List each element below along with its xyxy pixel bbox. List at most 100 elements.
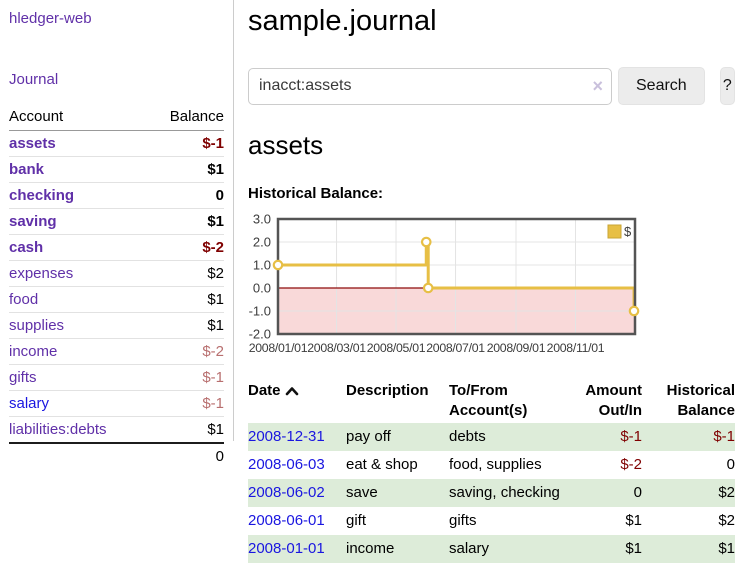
transaction-amount: 0 [570,479,642,507]
account-balance: $-1 [147,130,224,157]
help-button[interactable]: ? [719,67,735,105]
transaction-description: pay off [346,423,449,451]
sidebar-account-row: income $-2 [9,338,224,365]
account-link-assets[interactable]: assets [9,135,56,152]
nav-journal: Journal [9,71,224,88]
register-header-description: Description [346,382,429,399]
main-content: sample.journal × Search ? assets Histori… [248,0,735,563]
transaction-balance: $2 [718,512,735,529]
account-balance: $1 [147,416,224,444]
transaction-accounts: saving, checking [449,479,570,507]
account-link-salary[interactable]: salary [9,395,50,412]
transaction-description: income [346,535,449,563]
transaction-accounts: food, supplies [449,456,542,473]
account-balance: $2 [147,260,224,287]
transaction-date-link[interactable]: 2008-06-02 [248,484,325,501]
sidebar-account-row: assets $-1 [9,130,224,157]
search-button[interactable]: Search [618,67,705,105]
accounts-header-account: Account [9,105,148,131]
account-link-liabilities-debts[interactable]: liabilities:debts [9,421,107,438]
clear-search-icon[interactable]: × [592,75,603,96]
transaction-balance: 0 [726,456,735,473]
account-balance: $-2 [147,234,224,261]
sidebar: hledger-web Journal Account Balance asse… [0,0,234,469]
sidebar-total-row: 0 [9,442,224,469]
account-link-cash[interactable]: cash [9,239,44,256]
register-header-date-label: Date [248,382,281,399]
sidebar-account-row: expenses $2 [9,260,224,287]
register-row: 2008-06-03 eat & shop food, supplies $-2 0 [248,451,735,479]
account-balance: $1 [147,156,224,183]
register-table: Date Description To/From Account(s) Amou… [248,379,735,563]
svg-text:-2.0: -2.0 [249,327,271,342]
account-balance: $1 [147,286,224,313]
transaction-accounts: debts [449,423,570,451]
account-link-saving[interactable]: saving [9,213,57,230]
sidebar-account-row: bank $1 [9,156,224,183]
sidebar-account-row: saving $1 [9,208,224,235]
transaction-date-link[interactable]: 2008-06-01 [248,512,325,529]
chart-container: $3.0 2.0 1.0 0.0 -1.0 -2.0 2008/01/01 2008/03/0… [241,211,735,365]
sidebar-account-row: salary $-1 [9,390,224,417]
app-title: hledger-web [9,10,224,27]
account-balance: $-2 [147,338,224,365]
svg-text:2008/07/01: 2008/07/01 [426,341,485,355]
account-link-gifts[interactable]: gifts [9,369,37,386]
svg-text:2008/09/01: 2008/09/01 [487,341,546,355]
transaction-description: eat & shop [346,456,418,473]
svg-text:2008/03/01: 2008/03/01 [307,341,366,355]
register-row: 2008-12-31 pay off debts $-1 $-1 [248,423,735,451]
transaction-description: gift [346,512,367,529]
account-link-checking[interactable]: checking [9,187,75,204]
account-link-bank[interactable]: bank [9,161,45,178]
register-header-balance: Historical Balance [666,382,735,419]
account-balance: $1 [147,208,224,235]
transaction-amount: $-2 [620,456,642,473]
sidebar-account-row: cash $-2 [9,234,224,261]
register-header-date[interactable]: Date [248,379,346,423]
account-balance: $-1 [147,390,224,417]
transaction-amount: $1 [625,512,642,529]
transaction-date-link[interactable]: 2008-01-01 [248,540,325,557]
journal-link[interactable]: Journal [9,71,59,88]
register-row: 2008-01-01 income salary $1 $1 [248,535,735,563]
transaction-balance: $1 [642,535,735,563]
account-balance: 0 [147,182,224,209]
sidebar-account-row: checking 0 [9,182,224,209]
transaction-amount: $1 [570,535,642,563]
page-title: sample.journal [248,5,437,37]
search-input[interactable] [248,67,612,105]
account-link-income[interactable]: income [9,343,58,360]
register-header-accounts: To/From Account(s) [449,382,528,419]
svg-text:2008/01/01: 2008/01/01 [249,341,308,355]
transaction-date-link[interactable]: 2008-06-03 [248,456,325,473]
svg-text:$: $ [624,224,632,239]
account-link-supplies[interactable]: supplies [9,317,65,334]
register-row: 2008-06-02 save saving, checking 0 $2 [248,479,735,507]
register-row: 2008-06-01 gift gifts $1 $2 [248,507,735,535]
search-bar: × Search ? [248,67,735,105]
transaction-balance: $2 [642,479,735,507]
svg-text:1.0: 1.0 [253,258,271,273]
sidebar-account-row: food $1 [9,286,224,313]
accounts-table: Account Balance assets $-1 bank $1 checking 0… [9,105,224,469]
sidebar-total-balance: 0 [147,442,224,469]
transaction-date-link[interactable]: 2008-12-31 [248,428,325,445]
account-link-food[interactable]: food [9,291,39,308]
svg-text:-1.0: -1.0 [249,304,271,319]
account-link-expenses[interactable]: expenses [9,265,74,282]
transaction-accounts: gifts [449,512,477,529]
svg-text:2.0: 2.0 [253,235,271,250]
transaction-balance: $-1 [642,423,735,451]
app-title-link[interactable]: hledger-web [9,10,92,27]
transaction-description: save [346,479,449,507]
search-input-wrap: × [248,67,612,105]
chart-label: Historical Balance: [248,185,384,202]
accounts-header-balance: Balance [147,105,224,131]
transaction-accounts: salary [449,535,570,563]
sidebar-account-row: gifts $-1 [9,364,224,391]
account-balance: $1 [147,312,224,339]
sidebar-account-row: liabilities:debts $1 [9,416,224,444]
register-header-amount: Amount Out/In [585,382,642,419]
